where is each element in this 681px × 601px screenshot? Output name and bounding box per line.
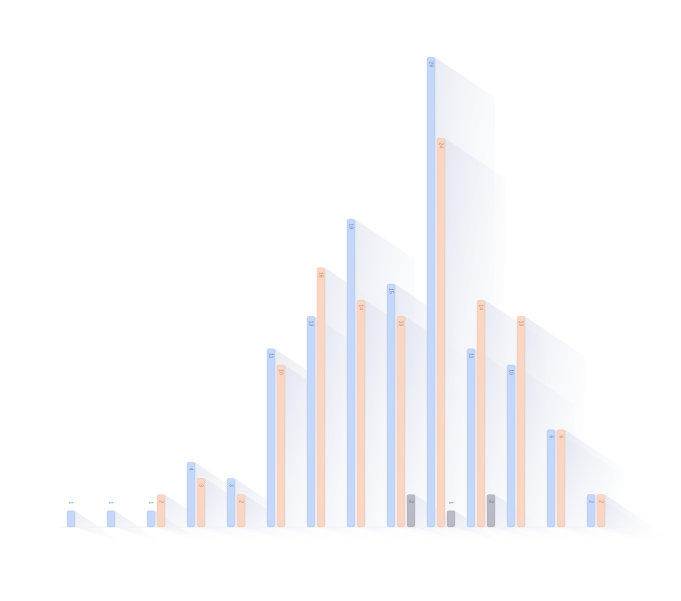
bar [156,494,166,528]
bar-shadow [115,510,175,551]
value-label: 10 [278,369,284,375]
bar [446,510,456,528]
value-label: 16 [318,272,324,278]
value-label: 19 [348,223,354,229]
value-label: 3 [198,484,204,487]
bar [196,478,206,528]
bar [546,429,556,528]
value-label: 13 [518,321,524,327]
value-label: 2 [408,500,414,503]
bar [306,316,316,528]
value-label: 24 [438,142,444,148]
bar [516,316,526,528]
bar [186,461,196,528]
bar [596,494,606,528]
bar [386,283,396,528]
value-label: 4 [188,468,194,471]
bar [146,510,156,528]
value-label: 29 [428,61,434,67]
bar [476,299,486,528]
value-label: 11 [268,353,274,358]
bar [556,429,566,528]
bar [426,56,436,528]
bar [106,510,116,528]
value-label: 1 [148,501,154,504]
value-label: 14 [478,304,484,310]
value-label: 1 [68,501,74,504]
bar [266,348,276,528]
bar [586,494,596,528]
bar [486,494,496,528]
bar [346,218,356,528]
value-label: 2 [488,500,494,503]
bar [466,348,476,528]
bar [226,478,236,528]
value-label: 15 [388,288,394,294]
bar [236,494,246,528]
bar [276,364,286,528]
bar [406,494,416,528]
value-label: 2 [588,500,594,503]
bar-shadow [75,510,135,551]
bar [316,267,326,528]
value-label: 2 [238,500,244,503]
value-label: 2 [158,500,164,503]
value-label: 1 [108,501,114,504]
bar [356,299,366,528]
value-label: 10 [508,369,514,375]
value-label: 13 [308,321,314,327]
value-label: 6 [548,435,554,438]
value-label: 1 [448,501,454,504]
value-label: 11 [468,353,474,358]
value-label: 6 [558,435,564,438]
value-label: 3 [228,484,234,487]
bar [436,137,446,528]
value-label: 13 [398,321,404,327]
bar [506,364,516,528]
bar [66,510,76,528]
bar [396,316,406,528]
value-label: 14 [358,304,364,310]
bar-shadow [605,494,665,547]
value-label: 2 [598,500,604,503]
